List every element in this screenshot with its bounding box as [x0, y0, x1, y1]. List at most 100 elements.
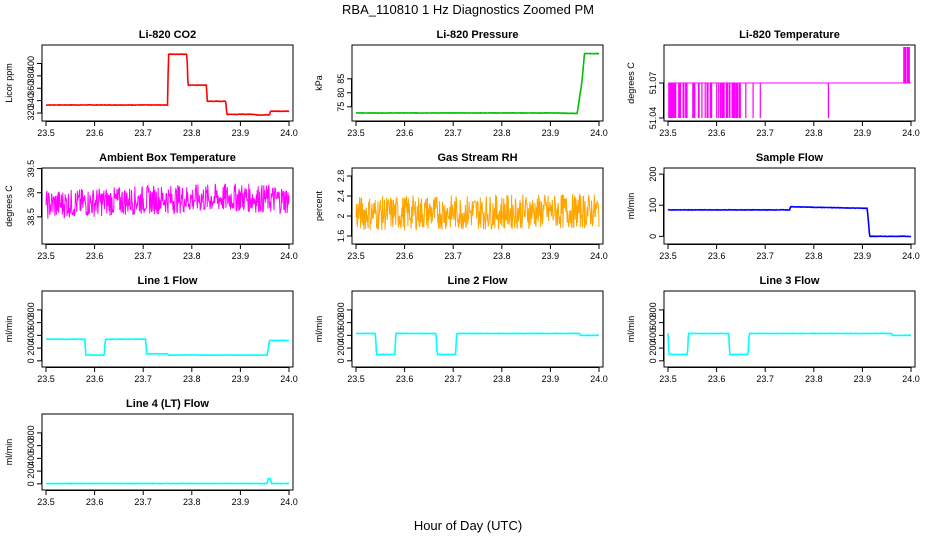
panel-1-y-tick-label: 400 [26, 56, 36, 71]
panel-2-series-line [356, 52, 600, 115]
panel-10-x-tick-label: 23.6 [86, 497, 104, 507]
figure-x-axis-label: Hour of Day (UTC) [413, 518, 523, 533]
panel-5-y-tick-label: 1.6 [336, 230, 346, 243]
panel-10: Line 4 (LT) Flow ml/min 23.5 23.6 23.7 23.8 23… [4, 398, 298, 507]
panel-5-series-line [355, 193, 600, 231]
panel-4-x-tick-label: 23.6 [86, 251, 104, 261]
panel-2-x-tick-label: 23.9 [542, 128, 560, 138]
panel-10-x-tick-label: 23.5 [37, 497, 55, 507]
panel-6-frame [663, 167, 916, 245]
panel-1-y-label: Licor ppm [4, 63, 14, 103]
panel-9-y-tick-label: 200 [648, 341, 658, 356]
panel-9-x-tick-label: 23.7 [756, 374, 774, 384]
panel-1-x-tick-label: 23.9 [232, 128, 250, 138]
panel-10-title: Line 4 (LT) Flow [126, 398, 209, 410]
panel-10-x-tick-label: 23.9 [232, 497, 250, 507]
panel-3-x-tick-label: 23.5 [659, 128, 677, 138]
panel-8-y-tick-label: 600 [336, 315, 346, 330]
panel-7-x-tick-label: 23.9 [232, 374, 250, 384]
panel-4-x-tick-label: 24.0 [280, 251, 298, 261]
panel-10-frame [41, 413, 294, 491]
panel-5-y-tick-label: 2 [336, 213, 346, 218]
panel-9-x-tick-label: 24.0 [902, 374, 920, 384]
panel-6-x-tick-label: 23.7 [756, 251, 774, 261]
panel-2-x-tick-label: 23.5 [347, 128, 365, 138]
panel-9-y-tick-label: 0 [648, 358, 658, 363]
panel-9-y-tick-label: 800 [648, 302, 658, 317]
panel-10-y-tick-label: 0 [26, 481, 36, 486]
panel-2-y-tick-label: 75 [336, 102, 346, 112]
panel-4-x-tick-label: 23.5 [37, 251, 55, 261]
panel-9-series-line [667, 332, 912, 356]
panel-9-frame [663, 290, 916, 368]
panel-3-x-tick-label: 23.7 [756, 128, 774, 138]
panel-3-series-spikes [668, 83, 829, 118]
panel-1-x-tick-label: 23.5 [37, 128, 55, 138]
panel-3-y-tick-label: 51.04 [648, 107, 658, 130]
panel-3-x-tick-label: 23.9 [854, 128, 872, 138]
panel-4-x-tick-label: 23.9 [232, 251, 250, 261]
panel-8-frame [351, 290, 604, 368]
panel-10-y-tick-label: 600 [26, 438, 36, 453]
panel-5-title: Gas Stream RH [437, 152, 517, 164]
panel-8-x-tick-label: 23.6 [396, 374, 414, 384]
panel-1-x-tick-label: 23.8 [183, 128, 201, 138]
panel-5-y-tick-label: 2.8 [336, 170, 346, 183]
panel-8-x-tick-label: 23.7 [444, 374, 462, 384]
panel-4: Ambient Box Temperature degrees C 23.5 23.6… [4, 152, 298, 261]
panel-4-y-label: degrees C [4, 185, 14, 227]
panel-7-x-tick-label: 23.6 [86, 374, 104, 384]
panel-1-x-tick-label: 23.7 [134, 128, 152, 138]
panel-1-x-tick-label: 23.6 [86, 128, 104, 138]
panel-9: Line 3 Flow ml/min 23.5 23.6 23.7 23.8 23.9 24.… [626, 275, 920, 384]
panel-4-x-tick-label: 23.7 [134, 251, 152, 261]
panel-1-y-tick-label: 380 [26, 68, 36, 83]
panel-5-x-tick-label: 23.6 [396, 251, 414, 261]
panel-1: Li-820 CO2 Licor ppm 23.5 23.6 23.7 23.8 23.9 2… [4, 29, 298, 138]
panel-4-y-tick-label: 39.5 [26, 160, 36, 178]
panel-4-x-tick-label: 23.8 [183, 251, 201, 261]
panel-9-y-tick-label: 400 [648, 328, 658, 343]
panel-8-title: Line 2 Flow [448, 275, 508, 287]
panel-10-x-tick-label: 23.8 [183, 497, 201, 507]
panel-6-series-line [667, 205, 912, 238]
panel-7-x-tick-label: 23.8 [183, 374, 201, 384]
panel-7-x-tick-label: 23.7 [134, 374, 152, 384]
panel-9-x-tick-label: 23.9 [854, 374, 872, 384]
panel-7-y-tick-label: 600 [26, 315, 36, 330]
panel-2-frame [351, 44, 604, 122]
panel-3-title: Li-820 Temperature [739, 29, 840, 41]
panel-6: Sample Flow ml/min 23.5 23.6 23.7 23.8 23.9 24.… [626, 152, 920, 261]
panel-7: Line 1 Flow ml/min 23.5 23.6 23.7 23.8 23.9 24.… [4, 275, 298, 384]
panel-10-series-line [45, 477, 290, 485]
panel-6-y-tick-label: 100 [648, 198, 658, 213]
panel-8: Line 2 Flow ml/min 23.5 23.6 23.7 23.8 23.9 24.… [314, 275, 608, 384]
panel-6-y-tick-label: 200 [648, 167, 658, 182]
panel-3-y-tick-label: 51.07 [648, 72, 658, 95]
panel-1-y-tick-label: 340 [26, 93, 36, 108]
panel-6-x-tick-label: 23.8 [805, 251, 823, 261]
panel-2: Li-820 Pressure kPa 23.5 23.6 23.7 23.8 23.9 24… [314, 29, 608, 138]
panel-9-title: Line 3 Flow [760, 275, 820, 287]
panel-7-series-line [46, 337, 290, 357]
panel-7-x-tick-label: 24.0 [280, 374, 298, 384]
panel-2-x-tick-label: 23.7 [444, 128, 462, 138]
panel-8-x-tick-label: 24.0 [590, 374, 608, 384]
panel-3-x-tick-label: 23.8 [805, 128, 823, 138]
panel-4-title: Ambient Box Temperature [99, 152, 236, 164]
panel-4-series-line [45, 183, 290, 219]
panel-1-y-tick-label: 320 [26, 106, 36, 121]
panel-8-x-tick-label: 23.5 [347, 374, 365, 384]
panel-7-y-tick-label: 400 [26, 328, 36, 343]
panel-6-y-tick-label: 0 [648, 234, 658, 239]
panel-10-y-tick-label: 200 [26, 464, 36, 479]
panel-2-x-tick-label: 23.8 [493, 128, 511, 138]
panel-10-y-tick-label: 400 [26, 451, 36, 466]
panel-6-title: Sample Flow [756, 152, 824, 164]
panel-7-title: Line 1 Flow [138, 275, 198, 287]
panel-7-y-tick-label: 0 [26, 358, 36, 363]
panel-4-y-tick-label: 39 [26, 188, 36, 198]
panel-9-x-tick-label: 23.8 [805, 374, 823, 384]
panel-6-x-tick-label: 23.5 [659, 251, 677, 261]
panel-9-y-tick-label: 600 [648, 315, 658, 330]
